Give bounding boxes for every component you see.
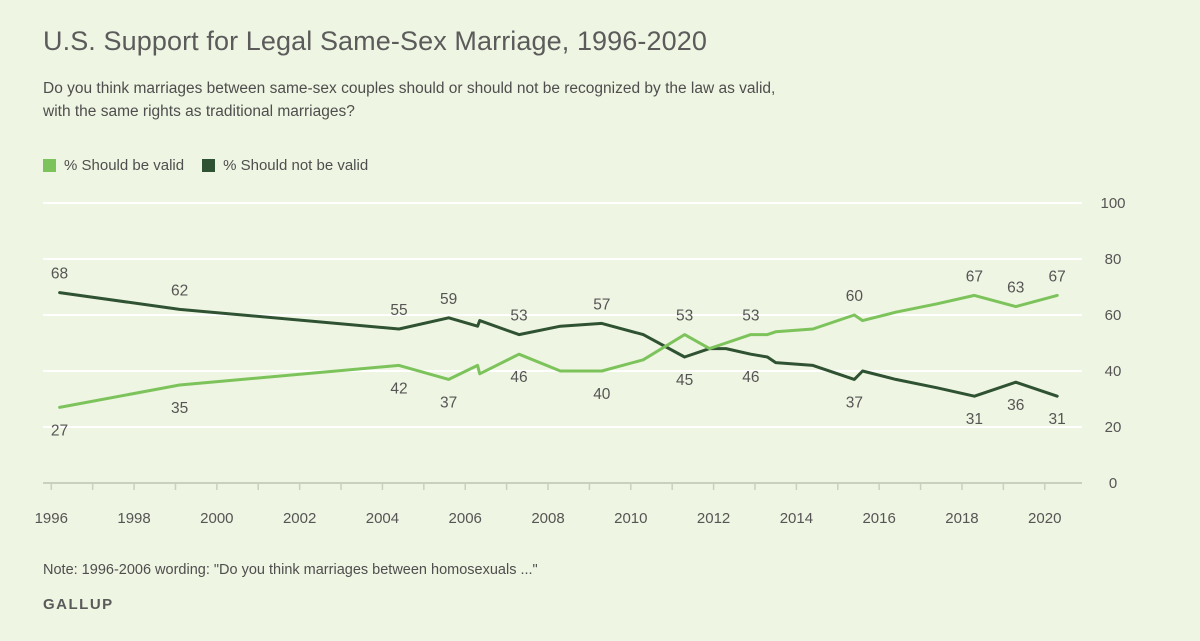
data-label: 53 <box>510 308 527 325</box>
data-label: 53 <box>676 308 693 325</box>
chart-subtitle: Do you think marriages between same-sex … <box>43 77 943 123</box>
y-tick-label: 100 <box>1100 195 1125 212</box>
legend-label-not-valid: % Should not be valid <box>223 157 369 174</box>
legend: % Should be valid % Should not be valid <box>43 157 386 174</box>
y-tick-label: 20 <box>1105 419 1122 436</box>
data-label: 40 <box>593 386 611 403</box>
chart-note: Note: 1996-2006 wording: "Do you think m… <box>43 562 538 578</box>
y-tick-label: 80 <box>1105 251 1122 268</box>
data-label: 63 <box>1007 280 1024 297</box>
data-label: 35 <box>171 400 188 417</box>
x-tick-label: 2008 <box>531 510 564 527</box>
data-label: 67 <box>1049 268 1066 285</box>
data-label: 37 <box>846 394 863 411</box>
y-tick-label: 40 <box>1105 363 1122 380</box>
legend-label-valid: % Should be valid <box>64 157 185 174</box>
data-label: 46 <box>510 369 527 386</box>
y-tick-label: 0 <box>1109 475 1117 492</box>
y-tick-label: 60 <box>1105 307 1122 324</box>
data-label: 46 <box>742 369 759 386</box>
data-label: 59 <box>440 291 457 308</box>
data-label: 67 <box>966 268 983 285</box>
legend-swatch-not-valid <box>202 159 216 172</box>
data-label: 31 <box>966 411 983 428</box>
data-label: 45 <box>676 372 693 389</box>
x-tick-label: 2012 <box>697 510 730 527</box>
x-tick-label: 2020 <box>1028 510 1061 527</box>
series-line-valid <box>58 293 1059 409</box>
data-label: 37 <box>440 394 457 411</box>
x-tick-label: 2002 <box>283 510 316 527</box>
chart-title: U.S. Support for Legal Same-Sex Marriage… <box>43 26 707 56</box>
x-tick-label: 2014 <box>780 510 813 527</box>
source-label: GALLUP <box>43 596 114 613</box>
data-label: 31 <box>1049 411 1066 428</box>
subtitle-line-2: with the same rights as traditional marr… <box>43 103 355 120</box>
x-tick-label: 2006 <box>449 510 482 527</box>
legend-item-not-valid: % Should not be valid <box>202 157 368 174</box>
data-label: 27 <box>51 422 68 439</box>
x-tick-label: 2018 <box>945 510 978 527</box>
data-label: 36 <box>1007 397 1024 414</box>
data-label: 68 <box>51 266 68 283</box>
data-label: 62 <box>171 282 188 299</box>
subtitle-line-1: Do you think marriages between same-sex … <box>43 80 776 97</box>
legend-swatch-valid <box>43 159 56 172</box>
x-tick-label: 2016 <box>862 510 895 527</box>
data-label: 55 <box>390 302 407 319</box>
data-label: 57 <box>593 296 610 313</box>
x-tick-label: 2000 <box>200 510 233 527</box>
legend-item-valid: % Should be valid <box>43 157 184 174</box>
x-tick-label: 1998 <box>117 510 150 527</box>
x-tick-label: 2004 <box>366 510 399 527</box>
series-line-not-valid <box>58 291 1059 398</box>
data-label: 53 <box>742 308 759 325</box>
x-tick-label: 2010 <box>614 510 647 527</box>
data-label: 42 <box>390 380 407 397</box>
x-tick-label: 1996 <box>35 510 68 527</box>
data-label: 60 <box>846 288 864 305</box>
